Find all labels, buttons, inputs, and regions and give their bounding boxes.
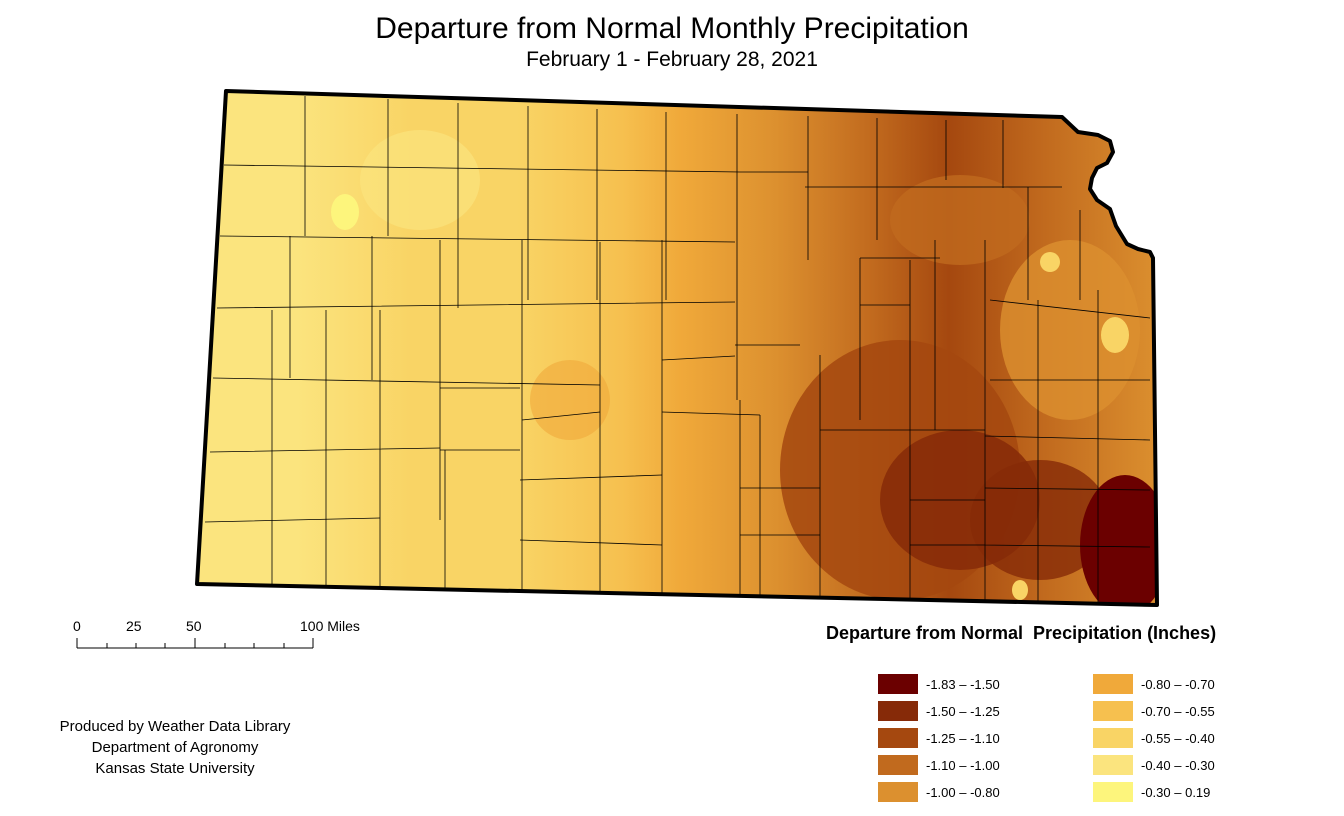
credit-line: Kansas State University (95, 760, 255, 777)
legend-item: -1.83 – -1.50 (878, 674, 1000, 694)
legend-item: -1.25 – -1.10 (878, 728, 1000, 748)
credit-line: Produced by Weather Data Library (59, 718, 291, 735)
precipitation-surface (197, 91, 1157, 605)
scale-label-25: 25 (126, 618, 142, 634)
legend-item: -1.10 – -1.00 (878, 755, 1000, 775)
legend-swatch (1093, 755, 1133, 775)
legend-swatch (878, 782, 918, 802)
legend-swatch (1093, 782, 1133, 802)
credits: Produced by Weather Data Library Departm… (20, 716, 330, 779)
legend-label: -1.25 – -1.10 (926, 730, 1000, 746)
map-subtitle: February 1 - February 28, 2021 (526, 48, 818, 71)
legend-label: -1.10 – -1.00 (926, 757, 1000, 773)
legend-label: -0.70 – -0.55 (1141, 703, 1215, 719)
legend-label: -1.00 – -0.80 (926, 784, 1000, 800)
legend-swatch (878, 755, 918, 775)
legend-swatch (1093, 701, 1133, 721)
county-boundaries (204, 96, 1151, 605)
legend-label: -0.30 – 0.19 (1141, 784, 1211, 800)
legend-swatch (1093, 674, 1133, 694)
legend-title: Departure from Normal Precipitation (Inc… (826, 623, 1217, 643)
scale-bar (76, 638, 314, 649)
credit-line: Department of Agronomy (91, 739, 259, 756)
legend-item: -0.70 – -0.55 (1093, 701, 1215, 721)
kansas-state-border (195, 89, 1159, 607)
legend-label: -0.40 – -0.30 (1141, 757, 1215, 773)
legend-swatch (878, 728, 918, 748)
legend-item: -0.30 – 0.19 (1093, 782, 1210, 802)
legend-label: -0.80 – -0.70 (1141, 676, 1215, 692)
legend-item: -0.80 – -0.70 (1093, 674, 1215, 694)
legend-label: -1.83 – -1.50 (926, 676, 1000, 692)
legend-swatch (1093, 728, 1133, 748)
scale-label-50: 50 (186, 618, 202, 634)
scale-label-0: 0 (73, 618, 81, 634)
legend-item: -0.55 – -0.40 (1093, 728, 1215, 748)
legend-item: -0.40 – -0.30 (1093, 755, 1215, 775)
map-title: Departure from Normal Monthly Precipitat… (375, 12, 969, 45)
scale-label-100: 100 Miles (300, 618, 360, 634)
legend-item: -1.50 – -1.25 (878, 701, 1000, 721)
legend-swatch (878, 701, 918, 721)
legend-label: -0.55 – -0.40 (1141, 730, 1215, 746)
legend-label: -1.50 – -1.25 (926, 703, 1000, 719)
legend-item: -1.00 – -0.80 (878, 782, 1000, 802)
legend-swatch (878, 674, 918, 694)
